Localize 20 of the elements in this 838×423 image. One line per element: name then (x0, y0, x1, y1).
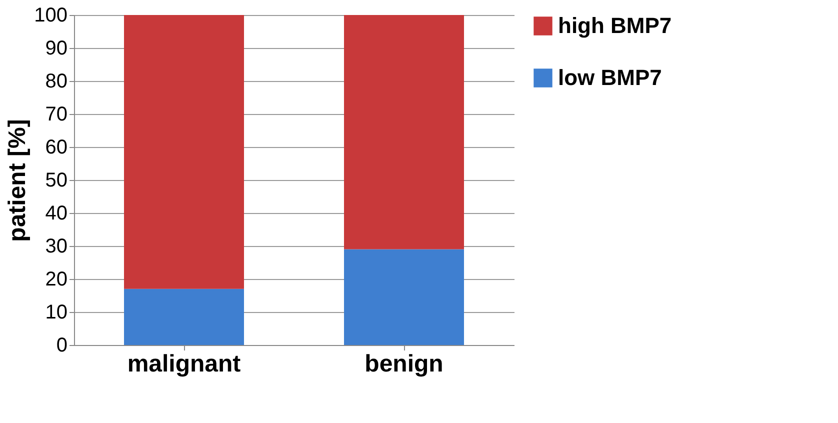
bar (124, 15, 244, 289)
legend-label: high BMP7 (558, 13, 672, 38)
y-axis-title: patient [%] (4, 119, 32, 242)
y-tick-label: 80 (45, 70, 68, 92)
y-tick-label: 60 (45, 136, 68, 158)
y-tick-label: 30 (45, 236, 68, 258)
legend-label: low BMP7 (558, 65, 662, 90)
bar (344, 249, 464, 345)
y-tick-label: 70 (45, 104, 68, 126)
bar (344, 15, 464, 250)
y-tick-label: 90 (45, 38, 68, 60)
bar (124, 288, 244, 345)
y-tick-label: 20 (45, 268, 68, 290)
y-tick-label: 10 (45, 302, 68, 324)
y-tick-label: 100 (34, 4, 68, 26)
y-tick-label: 40 (45, 202, 68, 224)
x-tick-label: malignant (127, 350, 241, 378)
y-tick-label: 0 (56, 334, 68, 356)
x-tick-label: benign (364, 350, 444, 378)
y-tick-label: 50 (45, 170, 68, 192)
